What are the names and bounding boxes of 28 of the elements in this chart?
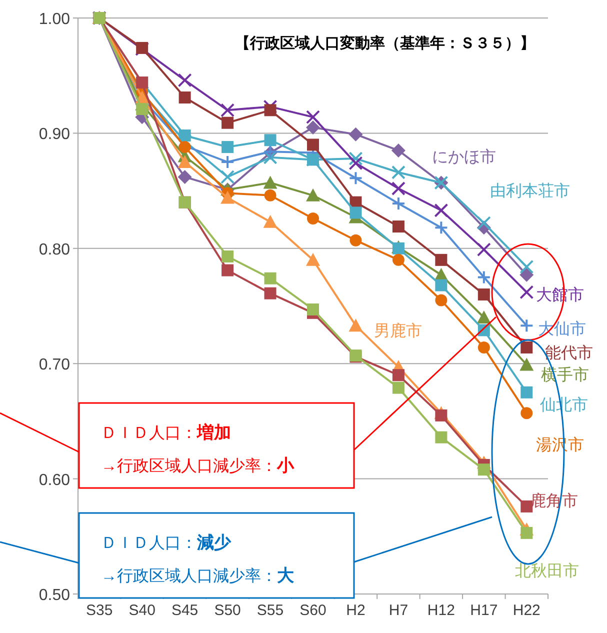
x-tick-label: H22 <box>512 602 540 619</box>
y-tick-label: 0.70 <box>38 356 70 374</box>
x-tick-label: H7 <box>388 602 408 619</box>
x-tick-label: H17 <box>470 602 498 619</box>
annotation: ＤＩＤ人口：減少 <box>101 533 232 552</box>
y-tick-label: 0.60 <box>38 472 70 489</box>
series-label: 男鹿市 <box>374 322 422 340</box>
series-label: 由利本荘市 <box>490 182 570 200</box>
x-tick-label: S40 <box>128 602 156 619</box>
x-tick-label: H2 <box>346 602 366 619</box>
x-tick-label: S60 <box>300 602 326 619</box>
annotation: →行政区域人口減少率：大 <box>101 566 295 585</box>
x-tick-label: S55 <box>256 602 284 619</box>
x-tick-label: H12 <box>427 602 455 619</box>
y-tick-label: 0.50 <box>38 587 70 604</box>
y-tick-label: 0.80 <box>38 241 70 258</box>
y-tick-label: 0.90 <box>38 126 70 144</box>
annotation: ＤＩＤ人口：増加 <box>101 422 231 442</box>
text: 【行政区域人口変動率（基準年：Ｓ３５）】 <box>235 34 535 52</box>
x-tick-label: S50 <box>214 602 241 619</box>
series-label: 北秋田市 <box>515 562 579 580</box>
x-tick-label: S35 <box>86 602 113 619</box>
y-tick-label: 1.00 <box>38 11 70 28</box>
x-tick-label: S45 <box>171 602 198 619</box>
series-label: 能代市 <box>545 344 593 362</box>
series-label: 鹿角市 <box>530 492 578 510</box>
annotation: →行政区域人口減少率：小 <box>101 456 295 475</box>
series-label: にかほ市 <box>432 148 496 166</box>
